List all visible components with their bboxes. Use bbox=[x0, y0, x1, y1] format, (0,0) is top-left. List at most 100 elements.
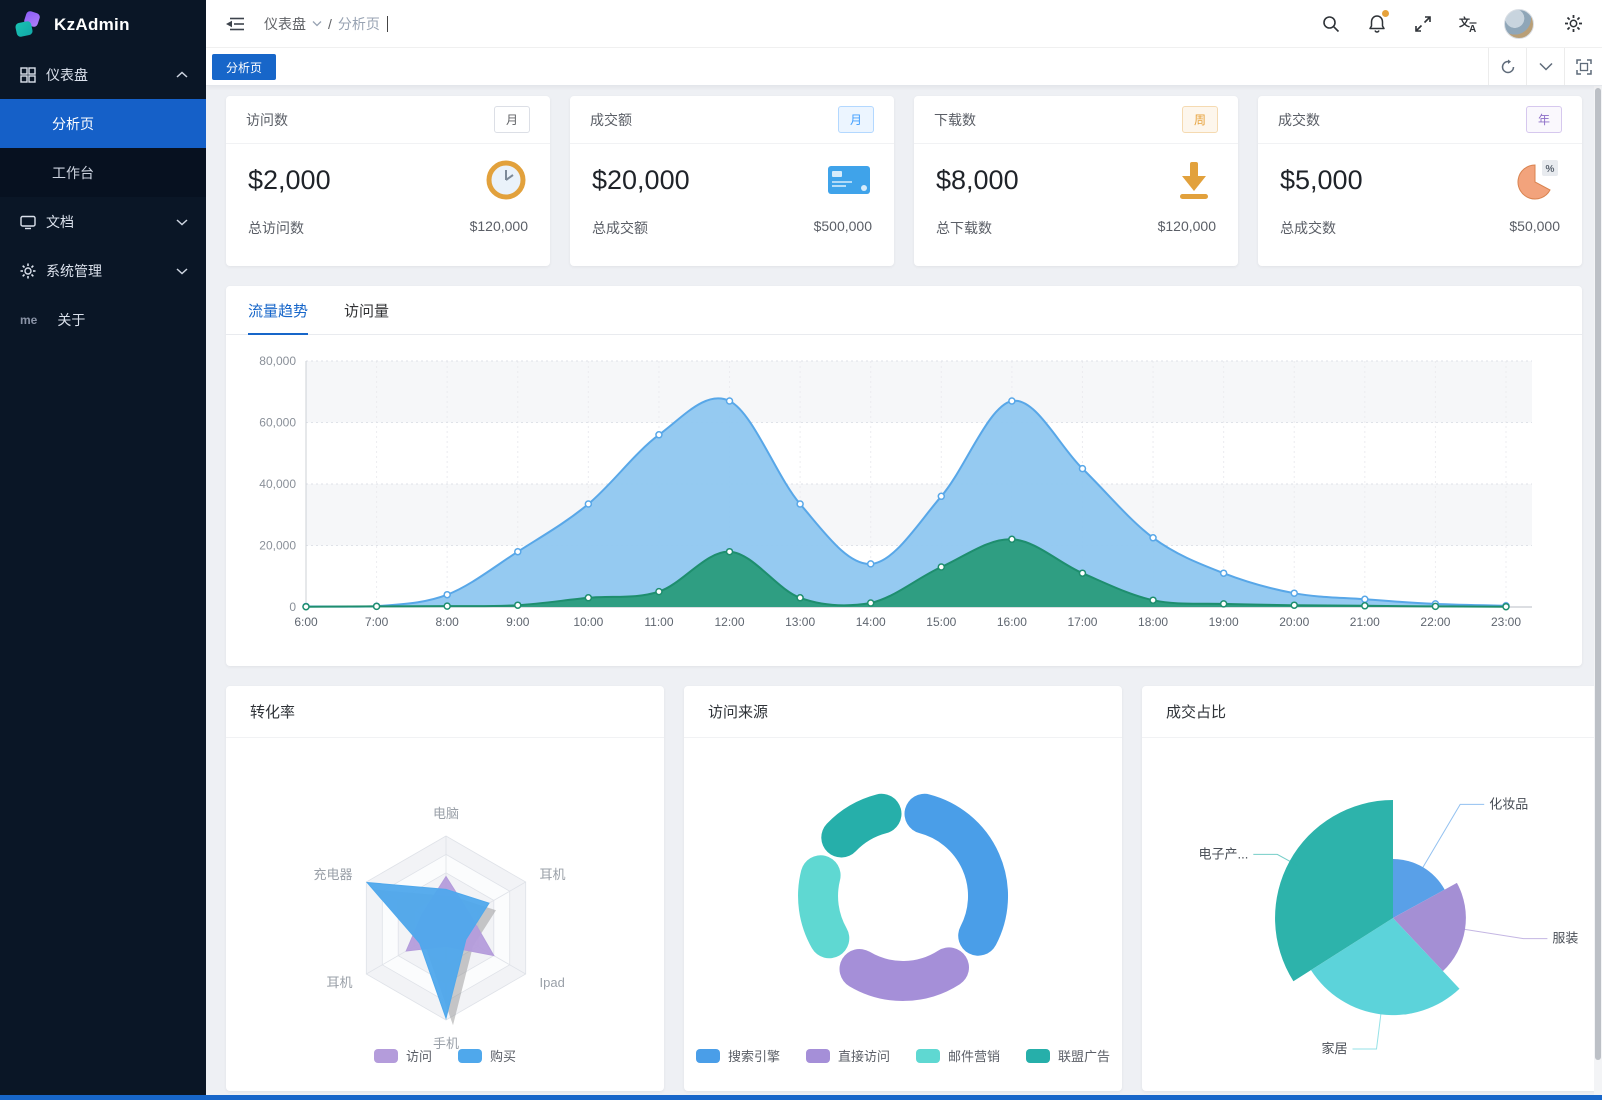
radar-series-购买 bbox=[365, 881, 490, 1020]
tab-options-button[interactable] bbox=[1526, 48, 1564, 85]
sidebar-item-analysis[interactable]: 分析页 bbox=[0, 99, 206, 148]
svg-text:耳机: 耳机 bbox=[326, 975, 352, 990]
stat-title: 访问数 bbox=[246, 111, 288, 128]
svg-text:13:00: 13:00 bbox=[785, 615, 815, 629]
visit-source-panel: 访问来源 搜索引擎 直接访问 邮件营销 bbox=[684, 686, 1122, 1091]
legend-item-affiliate[interactable]: 联盟广告 bbox=[1026, 1046, 1110, 1065]
bottom-accent-bar bbox=[0, 1095, 1602, 1100]
donut-legend: 搜索引擎 直接访问 邮件营销 联盟广告 bbox=[684, 1046, 1122, 1065]
refresh-button[interactable] bbox=[1488, 48, 1526, 85]
svg-text:0: 0 bbox=[289, 600, 296, 614]
stat-card-visits: 访问数 月 $2,000 总访问数 $120,000 bbox=[226, 96, 550, 266]
search-button[interactable] bbox=[1320, 13, 1342, 35]
svg-text:文: 文 bbox=[1459, 15, 1471, 29]
rose-label-line bbox=[1420, 803, 1485, 872]
fullscreen-button[interactable] bbox=[1412, 13, 1434, 35]
chevron-down-icon bbox=[1538, 62, 1553, 71]
sidebar-item-system[interactable]: 系统管理 bbox=[0, 246, 206, 295]
legend-label: 访问 bbox=[405, 1049, 432, 1064]
stat-title: 下载数 bbox=[934, 111, 976, 128]
donut-slice-搜索引擎 bbox=[904, 793, 1008, 956]
stat-title: 成交额 bbox=[590, 111, 632, 128]
legend-swatch bbox=[458, 1048, 482, 1063]
legend-item-search-engine[interactable]: 搜索引擎 bbox=[695, 1046, 780, 1065]
maximize-content-button[interactable] bbox=[1564, 48, 1602, 85]
logo[interactable]: KzAdmin bbox=[0, 0, 206, 50]
svg-text:8:00: 8:00 bbox=[435, 615, 459, 629]
language-switch-button[interactable]: 文 A bbox=[1458, 13, 1480, 35]
sidebar-item-label: 文档 bbox=[46, 213, 74, 230]
route-tab-analysis[interactable]: 分析页 bbox=[212, 54, 277, 80]
traffic-trend-area-chart: 0 20,000 40,000 60,000 80,000 6:00 7:00 8:00 9:0… bbox=[259, 354, 1532, 629]
legend-swatch bbox=[805, 1048, 830, 1063]
svg-text:17:00: 17:00 bbox=[1067, 615, 1097, 629]
deal-share-panel: 成交占比 化妆品 服装 家居 电子产... bbox=[1142, 686, 1602, 1091]
sidebar-item-label: 工作台 bbox=[52, 164, 94, 181]
rose-slice-服装 bbox=[1393, 882, 1466, 972]
trend-series-area-1 bbox=[306, 539, 1506, 607]
sidebar-item-label: 仪表盘 bbox=[46, 66, 88, 83]
breadcrumb-level1[interactable]: 仪表盘 bbox=[264, 15, 306, 32]
donut-slice-联盟广告 bbox=[821, 793, 902, 858]
svg-text:12:00: 12:00 bbox=[715, 615, 745, 629]
stat-footer-label: 总下载数 bbox=[936, 220, 992, 236]
tab-traffic-trend[interactable]: 流量趋势 bbox=[248, 300, 309, 335]
sidebar-item-docs[interactable]: 文档 bbox=[0, 197, 206, 246]
svg-text:40,000: 40,000 bbox=[259, 477, 296, 491]
notifications-button[interactable] bbox=[1366, 9, 1389, 35]
bottom-panel-row: 转化率 电脑 耳机 Ipad 手机 耳机 充电器 访问 购买 访问来 bbox=[226, 686, 1602, 1091]
sidebar-item-label: 关于 bbox=[57, 311, 86, 328]
period-badge[interactable]: 月 bbox=[837, 106, 874, 133]
header-actions: 文 A bbox=[1320, 8, 1584, 39]
legend-item-purchase[interactable]: 购买 bbox=[458, 1046, 516, 1065]
legend-label: 直接访问 bbox=[837, 1049, 890, 1064]
gear-icon bbox=[20, 263, 36, 278]
period-badge[interactable]: 月 bbox=[493, 106, 530, 133]
donut-slice-直接访问 bbox=[839, 947, 969, 1001]
scrollbar[interactable] bbox=[1594, 86, 1602, 1100]
me-icon: me bbox=[20, 312, 38, 327]
svg-text:电脑: 电脑 bbox=[433, 806, 459, 821]
sidebar-item-label: 分析页 bbox=[52, 115, 94, 132]
rose-slice-化妆品 bbox=[1393, 859, 1445, 918]
svg-text:充电器: 充电器 bbox=[313, 867, 352, 882]
svg-text:Ipad: Ipad bbox=[540, 975, 565, 990]
rose-label-line bbox=[1459, 928, 1548, 940]
sidebar-item-about[interactable]: me 关于 bbox=[0, 295, 206, 344]
legend-swatch bbox=[695, 1048, 720, 1063]
sidebar-collapse-button[interactable] bbox=[224, 13, 246, 35]
pie-percent-icon: % bbox=[1517, 160, 1558, 200]
legend-item-direct[interactable]: 直接访问 bbox=[805, 1046, 890, 1065]
sidebar-item-dashboard[interactable]: 仪表盘 bbox=[0, 50, 206, 99]
period-badge[interactable]: 周 bbox=[1181, 106, 1218, 133]
breadcrumb-separator: / bbox=[328, 15, 332, 32]
scrollbar-thumb[interactable] bbox=[1595, 88, 1601, 1060]
user-avatar[interactable] bbox=[1504, 8, 1534, 39]
legend-item-visit[interactable]: 访问 bbox=[373, 1046, 432, 1065]
svg-text:6:00: 6:00 bbox=[294, 615, 318, 629]
trend-series-area-0 bbox=[306, 398, 1506, 607]
svg-text:80,000: 80,000 bbox=[259, 354, 296, 368]
sidebar-item-workbench[interactable]: 工作台 bbox=[0, 148, 206, 197]
conversion-rate-panel: 转化率 电脑 耳机 Ipad 手机 耳机 充电器 访问 购买 bbox=[226, 686, 664, 1091]
tab-visit-volume[interactable]: 访问量 bbox=[344, 303, 390, 320]
panel-title: 成交占比 bbox=[1142, 686, 1602, 738]
stat-footer-value: $500,000 bbox=[813, 218, 872, 234]
stat-title: 成交数 bbox=[1278, 111, 1320, 128]
svg-text:电子产...: 电子产... bbox=[1198, 846, 1248, 861]
panel-title: 转化率 bbox=[226, 686, 664, 738]
settings-button[interactable] bbox=[1562, 13, 1584, 35]
svg-text:18:00: 18:00 bbox=[1138, 615, 1168, 629]
stat-value: $20,000 bbox=[592, 164, 690, 195]
svg-text:11:00: 11:00 bbox=[644, 615, 673, 629]
chevron-down-icon[interactable] bbox=[312, 20, 322, 27]
rose-label-line bbox=[1352, 1006, 1383, 1050]
svg-text:家居: 家居 bbox=[1321, 1041, 1347, 1056]
donut-slice-邮件营销 bbox=[798, 855, 850, 959]
notification-dot-badge bbox=[1382, 9, 1389, 17]
period-badge[interactable]: 年 bbox=[1525, 106, 1562, 133]
panel-title: 访问来源 bbox=[684, 686, 1122, 738]
legend-item-email[interactable]: 邮件营销 bbox=[916, 1046, 1000, 1065]
